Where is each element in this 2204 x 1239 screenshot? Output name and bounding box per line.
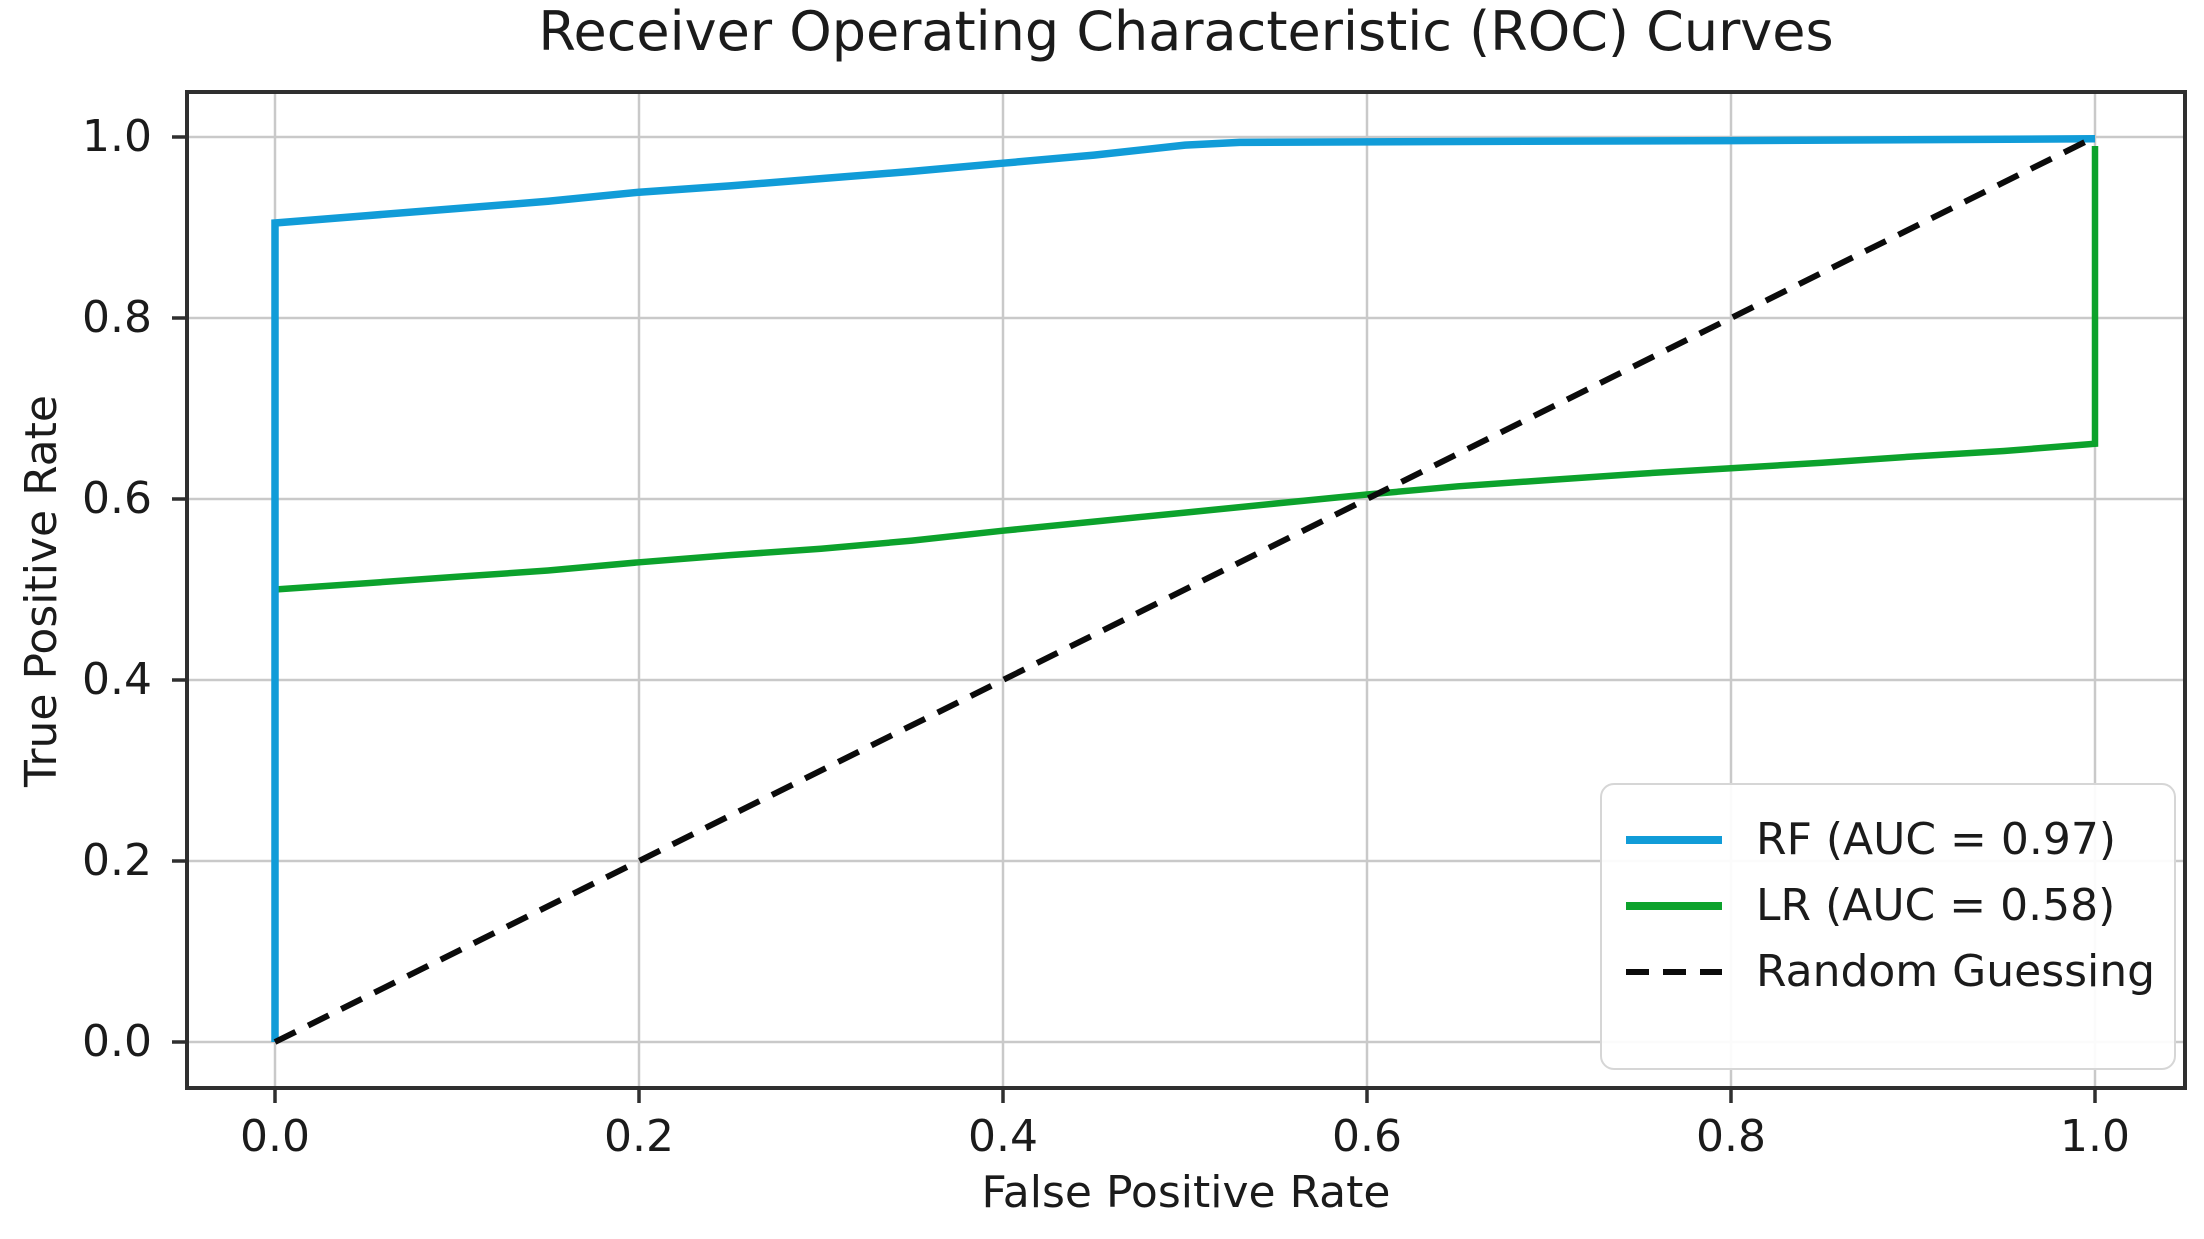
y-tick-label: 0.6 <box>82 473 152 524</box>
y-tick-label: 0.4 <box>82 654 152 705</box>
rf-line-swatch <box>1626 836 1722 844</box>
x-tick-label: 1.0 <box>2060 1111 2130 1162</box>
x-tick-label: 0.0 <box>240 1111 310 1162</box>
y-tick-label: 0.8 <box>82 292 152 343</box>
legend-entry-random: Random Guessing <box>1626 939 2174 1005</box>
lr-line-swatch <box>1626 902 1722 910</box>
legend-entry-rf: RF (AUC = 0.97) <box>1626 807 2174 873</box>
chart-title: Receiver Operating Characteristic (ROC) … <box>538 0 1834 63</box>
x-tick-label: 0.8 <box>1696 1111 1766 1162</box>
y-axis-label: True Positive Rate <box>16 395 67 787</box>
axis-tick-marks <box>172 135 2097 1103</box>
rf-curve <box>271 135 2096 1042</box>
legend-entries: RF (AUC = 0.97) LR (AUC = 0.58) Random Gue… <box>1626 807 2174 1005</box>
x-tick-label: 0.6 <box>1332 1111 1402 1162</box>
legend-label: LR (AUC = 0.58) <box>1756 880 2116 931</box>
axes-border <box>185 90 2187 1090</box>
dashed-line-swatch <box>1626 969 1722 975</box>
lr-curve <box>274 146 2099 593</box>
legend-label: RF (AUC = 0.97) <box>1756 814 2117 865</box>
x-axis-label: False Positive Rate <box>981 1167 1391 1218</box>
random-curve <box>273 134 2097 1045</box>
y-tick-label: 1.0 <box>82 111 152 162</box>
y-tick-label: 0.0 <box>82 1016 152 1067</box>
legend-box: RF (AUC = 0.97) LR (AUC = 0.58) Random Gue… <box>1600 783 2176 1070</box>
x-tick-label: 0.2 <box>604 1111 674 1162</box>
x-tick-label: 0.4 <box>968 1111 1038 1162</box>
roc-curves <box>271 134 2099 1045</box>
legend-label: Random Guessing <box>1756 946 2156 997</box>
y-tick-label: 0.2 <box>82 835 152 886</box>
legend-entry-lr: LR (AUC = 0.58) <box>1626 873 2174 939</box>
